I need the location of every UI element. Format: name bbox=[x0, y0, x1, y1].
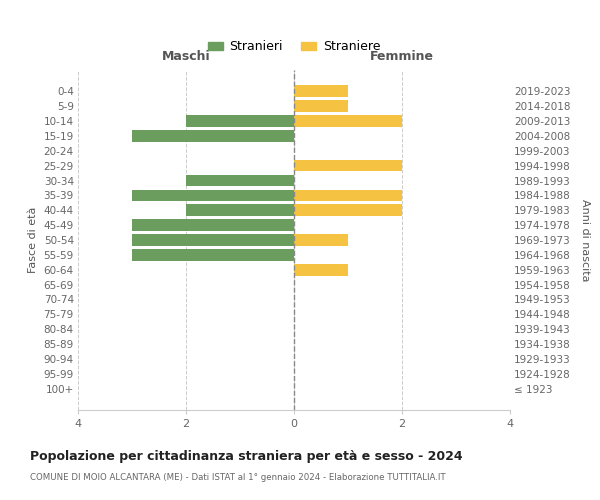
Bar bbox=[294, 264, 348, 276]
Bar bbox=[294, 115, 402, 127]
Bar bbox=[132, 234, 294, 246]
Legend: Stranieri, Straniere: Stranieri, Straniere bbox=[203, 36, 385, 59]
Text: Popolazione per cittadinanza straniera per età e sesso - 2024: Popolazione per cittadinanza straniera p… bbox=[30, 450, 463, 463]
Text: Femmine: Femmine bbox=[370, 50, 434, 63]
Bar bbox=[186, 174, 294, 186]
Bar bbox=[132, 130, 294, 141]
Bar bbox=[132, 249, 294, 260]
Bar bbox=[132, 190, 294, 201]
Y-axis label: Anni di nascita: Anni di nascita bbox=[580, 198, 590, 281]
Bar bbox=[186, 115, 294, 127]
Bar bbox=[294, 160, 402, 172]
Bar bbox=[186, 204, 294, 216]
Bar bbox=[294, 86, 348, 97]
Bar bbox=[294, 204, 402, 216]
Bar bbox=[294, 190, 402, 201]
Y-axis label: Fasce di età: Fasce di età bbox=[28, 207, 38, 273]
Bar bbox=[294, 100, 348, 112]
Bar bbox=[132, 220, 294, 231]
Text: COMUNE DI MOIO ALCANTARA (ME) - Dati ISTAT al 1° gennaio 2024 - Elaborazione TUT: COMUNE DI MOIO ALCANTARA (ME) - Dati IST… bbox=[30, 472, 446, 482]
Text: Maschi: Maschi bbox=[161, 50, 211, 63]
Bar bbox=[294, 234, 348, 246]
